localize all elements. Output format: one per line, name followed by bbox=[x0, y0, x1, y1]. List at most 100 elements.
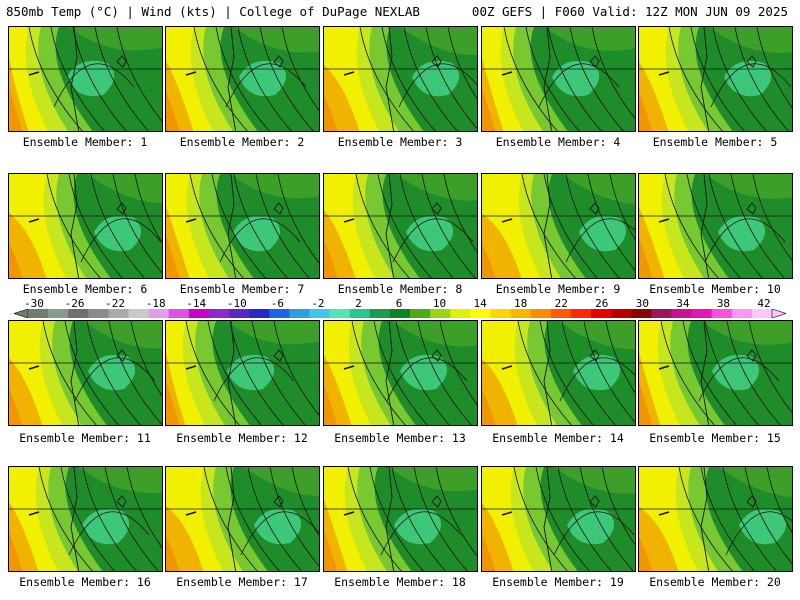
temperature-colorbar bbox=[14, 309, 786, 318]
ensemble-member-map bbox=[638, 173, 793, 279]
height-contour bbox=[215, 27, 270, 131]
height-contour bbox=[225, 467, 280, 571]
coastline bbox=[385, 321, 395, 425]
height-contour bbox=[60, 467, 115, 571]
temperature-field bbox=[324, 467, 477, 571]
cold-pool bbox=[406, 215, 454, 252]
ensemble-member-label: Ensemble Member: 14 bbox=[492, 431, 624, 445]
colorbar-swatch bbox=[691, 309, 712, 318]
ensemble-member-label: Ensemble Member: 1 bbox=[22, 135, 148, 149]
mid-green-zone bbox=[79, 467, 162, 493]
colorbar-swatch bbox=[751, 309, 773, 318]
temperature-field bbox=[166, 27, 319, 131]
temperature-field bbox=[9, 321, 162, 425]
height-contour bbox=[381, 27, 436, 131]
lake-outline bbox=[746, 495, 757, 508]
colorbar-swatch bbox=[329, 309, 351, 318]
colorbar-swatch bbox=[249, 309, 270, 318]
cold-pool bbox=[412, 60, 460, 97]
height-contour bbox=[46, 174, 101, 278]
coastline bbox=[70, 174, 80, 278]
warm-band-deep-orange bbox=[9, 243, 23, 278]
height-contour bbox=[74, 357, 156, 402]
wind-barb bbox=[343, 511, 355, 516]
coastline bbox=[700, 321, 710, 425]
coastline bbox=[385, 174, 395, 278]
height-contour bbox=[53, 63, 135, 108]
height-contour bbox=[269, 467, 319, 567]
colorbar-swatch bbox=[631, 309, 652, 318]
lake-outline bbox=[116, 349, 127, 362]
ensemble-member-label: Ensemble Member: 18 bbox=[334, 575, 466, 589]
coastline bbox=[227, 27, 237, 131]
height-contour bbox=[398, 63, 477, 108]
temperature-field bbox=[639, 321, 792, 425]
wind-barb bbox=[658, 511, 670, 516]
colorbar-swatch bbox=[671, 309, 692, 318]
warm-band-deep-orange bbox=[482, 389, 496, 425]
height-contour bbox=[725, 511, 792, 556]
cold-pool bbox=[88, 354, 136, 391]
warm-band-deep-orange bbox=[482, 244, 496, 278]
ensemble-member-label: Ensemble Member: 17 bbox=[176, 575, 308, 589]
coastline bbox=[227, 467, 237, 571]
lake-outline bbox=[431, 55, 442, 68]
warm-band-deep-orange bbox=[324, 385, 338, 425]
height-contour bbox=[756, 27, 792, 109]
ensemble-member-map bbox=[481, 26, 636, 132]
colorbar-swatch bbox=[349, 309, 371, 318]
coastline bbox=[227, 321, 237, 425]
wind-barb bbox=[343, 365, 355, 370]
warm-band-orange bbox=[482, 214, 522, 278]
colorbar-swatch bbox=[309, 309, 330, 318]
colorbar-tick-label: 26 bbox=[595, 297, 609, 310]
wind-barb bbox=[658, 218, 670, 223]
ensemble-member-map bbox=[323, 466, 478, 572]
height-contour bbox=[561, 321, 616, 425]
mid-green-zone bbox=[400, 27, 477, 56]
height-contour bbox=[734, 27, 789, 131]
height-contour bbox=[64, 321, 119, 425]
cold-pool bbox=[573, 354, 621, 391]
mid-green-zone bbox=[87, 174, 162, 203]
height-contour bbox=[609, 174, 635, 240]
height-contour bbox=[68, 511, 150, 556]
colorbar-tick-label: -10 bbox=[226, 297, 247, 310]
height-contour bbox=[744, 467, 792, 565]
height-contour bbox=[373, 321, 428, 425]
wind-barb bbox=[185, 365, 197, 370]
colorbar-tick-label: 38 bbox=[716, 297, 731, 310]
colorbar-tick-label: -22 bbox=[105, 297, 126, 310]
wind-barb bbox=[185, 218, 197, 223]
colorbar-tick-label: -26 bbox=[64, 297, 85, 310]
height-contour bbox=[748, 321, 792, 414]
warm-band-deep-orange bbox=[166, 91, 180, 131]
wind-barb bbox=[501, 511, 513, 516]
height-contour bbox=[660, 321, 715, 425]
height-contour bbox=[690, 27, 745, 131]
height-contour bbox=[399, 174, 454, 278]
ensemble-member-map bbox=[8, 320, 163, 426]
colorbar-tick-label: 34 bbox=[676, 297, 690, 310]
height-contour bbox=[443, 174, 477, 253]
mid-green-zone bbox=[562, 174, 635, 204]
ensemble-member-map bbox=[165, 320, 320, 426]
ensemble-member-label: Ensemble Member: 5 bbox=[652, 135, 778, 149]
warm-band-deep-orange bbox=[9, 87, 23, 131]
height-contour bbox=[435, 467, 477, 557]
height-contour bbox=[587, 174, 635, 272]
coastline bbox=[227, 174, 237, 278]
colorbar-tick-label: -2 bbox=[311, 297, 325, 310]
ensemble-member-map bbox=[165, 173, 320, 279]
ensemble-member-map bbox=[481, 320, 636, 426]
temperature-field bbox=[166, 174, 319, 278]
height-contour bbox=[380, 511, 462, 556]
height-contour bbox=[185, 321, 240, 425]
height-contour bbox=[447, 27, 477, 100]
colorbar-swatch bbox=[651, 309, 672, 318]
height-contour bbox=[377, 174, 432, 278]
lake-outline bbox=[589, 495, 600, 508]
colorbar-swatch bbox=[289, 309, 310, 318]
warm-band-deep-orange bbox=[482, 533, 496, 571]
wind-barb bbox=[185, 511, 197, 516]
